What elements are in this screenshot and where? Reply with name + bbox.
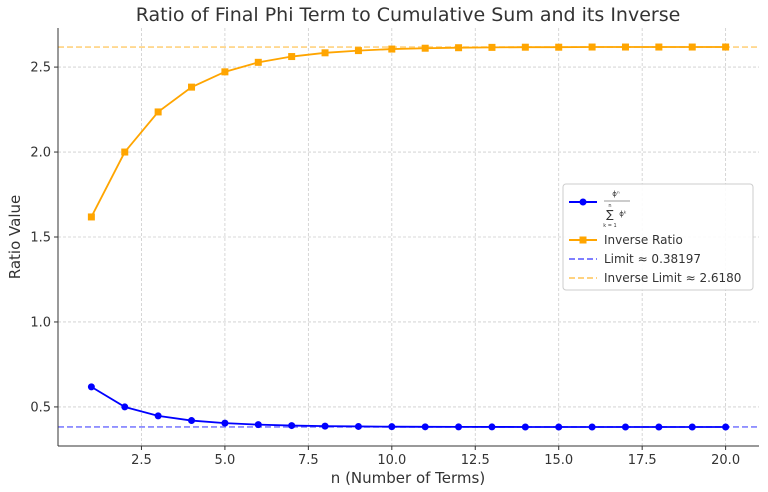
data-point-inverse-ratio bbox=[87, 213, 95, 221]
legend-marker-inverse-ratio bbox=[579, 236, 587, 244]
data-point-inverse-ratio bbox=[354, 47, 362, 55]
data-point-ratio bbox=[621, 423, 629, 431]
legend-formula-lower: k = 1 bbox=[603, 223, 616, 229]
x-tick-label: 10.0 bbox=[377, 453, 406, 468]
data-point-inverse-ratio bbox=[488, 43, 496, 51]
data-point-ratio bbox=[288, 422, 296, 430]
data-point-inverse-ratio bbox=[588, 43, 596, 51]
x-tick-label: 15.0 bbox=[544, 453, 573, 468]
data-point-inverse-ratio bbox=[221, 68, 229, 76]
legend-formula-numerator: ϕⁿ bbox=[612, 190, 620, 198]
legend-formula-term: ϕᵏ bbox=[619, 210, 627, 218]
x-tick-label: 2.5 bbox=[131, 453, 152, 468]
legend-entry-inverse-limit: Inverse Limit ≈ 2.6180 bbox=[569, 271, 741, 285]
data-point-ratio bbox=[87, 383, 95, 391]
data-point-ratio bbox=[688, 423, 696, 431]
x-tick-label: 17.5 bbox=[628, 453, 657, 468]
x-axis-label: n (Number of Terms) bbox=[331, 469, 485, 487]
y-tick-label: 1.5 bbox=[30, 231, 51, 246]
data-point-inverse-ratio bbox=[455, 44, 463, 52]
legend-box bbox=[562, 183, 754, 291]
series-line-ratio bbox=[90, 386, 726, 428]
data-point-inverse-ratio bbox=[388, 45, 396, 53]
series-line-inverse-ratio bbox=[90, 46, 726, 218]
legend-marker-ratio bbox=[579, 198, 587, 206]
x-tick-label: 7.5 bbox=[298, 453, 319, 468]
y-axis-label: Ratio Value bbox=[6, 195, 24, 279]
data-point-inverse-ratio bbox=[621, 43, 629, 51]
data-point-inverse-ratio bbox=[688, 43, 696, 51]
data-point-inverse-ratio bbox=[421, 44, 429, 52]
legend-formula-sum: ∑ bbox=[606, 208, 614, 221]
data-point-ratio bbox=[221, 419, 229, 427]
ticks: 2.5 5.0 7.5 10.0 12.5 15.0 17.5 20.0 0.5 1.0 1.5 2.… bbox=[30, 61, 740, 468]
data-point-inverse-ratio bbox=[254, 58, 262, 66]
data-point-ratio bbox=[388, 423, 396, 431]
y-tick-label: 1.0 bbox=[30, 315, 51, 330]
data-series bbox=[87, 43, 730, 431]
y-tick-label: 2.5 bbox=[30, 61, 51, 76]
data-point-ratio bbox=[354, 422, 362, 430]
legend-label-inverse-limit: Inverse Limit ≈ 2.6180 bbox=[604, 271, 741, 285]
legend-label-inverse-ratio: Inverse Ratio bbox=[604, 233, 683, 247]
data-point-ratio bbox=[521, 423, 529, 431]
legend: ϕⁿ n ∑ ϕᵏ k = 1 Inverse Ratio Limit ≈ 0.… bbox=[562, 183, 754, 291]
legend-entry-limit: Limit ≈ 0.38197 bbox=[569, 252, 701, 266]
data-point-inverse-ratio bbox=[555, 43, 563, 51]
data-point-ratio bbox=[655, 423, 663, 431]
data-point-inverse-ratio bbox=[521, 43, 529, 51]
data-point-inverse-ratio bbox=[188, 83, 196, 91]
grid-lines bbox=[58, 28, 759, 446]
legend-formula-upper: n bbox=[608, 203, 611, 209]
data-point-ratio bbox=[488, 423, 496, 431]
chart-title: Ratio of Final Phi Term to Cumulative Su… bbox=[136, 4, 681, 26]
x-tick-label: 12.5 bbox=[461, 453, 490, 468]
data-point-ratio bbox=[455, 423, 463, 431]
data-point-ratio bbox=[154, 412, 162, 420]
y-tick-label: 0.5 bbox=[30, 400, 51, 415]
x-tick-label: 20.0 bbox=[711, 453, 740, 468]
data-point-ratio bbox=[555, 423, 563, 431]
data-point-inverse-ratio bbox=[655, 43, 663, 51]
data-point-inverse-ratio bbox=[722, 43, 730, 51]
data-point-ratio bbox=[722, 423, 730, 431]
data-point-ratio bbox=[321, 422, 329, 430]
data-point-ratio bbox=[188, 417, 196, 425]
data-point-inverse-ratio bbox=[121, 148, 129, 156]
data-point-ratio bbox=[421, 423, 429, 431]
data-point-ratio bbox=[121, 403, 129, 411]
data-point-ratio bbox=[588, 423, 596, 431]
data-point-inverse-ratio bbox=[288, 53, 296, 61]
data-point-ratio bbox=[254, 421, 262, 429]
legend-entry-inverse-ratio: Inverse Ratio bbox=[569, 233, 683, 247]
y-tick-label: 2.0 bbox=[30, 146, 51, 161]
data-point-inverse-ratio bbox=[154, 108, 162, 116]
x-tick-label: 5.0 bbox=[215, 453, 236, 468]
data-point-inverse-ratio bbox=[321, 49, 329, 57]
legend-label-limit: Limit ≈ 0.38197 bbox=[604, 252, 701, 266]
legend-entry-ratio: ϕⁿ n ∑ ϕᵏ k = 1 bbox=[569, 190, 630, 229]
